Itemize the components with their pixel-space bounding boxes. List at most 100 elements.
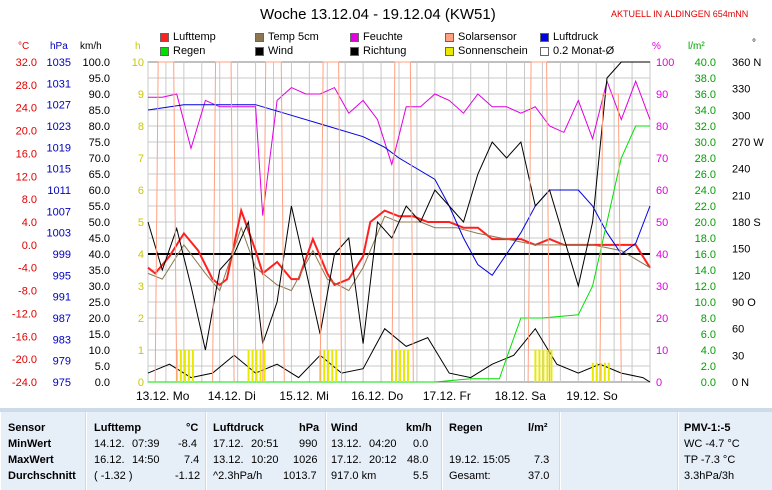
lufttemp-min-date: 14.12. [94, 438, 125, 450]
wind-tick: 65.0 [89, 169, 110, 181]
x-tick-label: 17.12. Fr [423, 389, 471, 403]
legend-swatch [350, 32, 359, 42]
sunshine-bar [323, 350, 326, 382]
temp-tick: 32.0 [16, 57, 37, 69]
wind-tick: 35.0 [89, 265, 110, 277]
regen-unit: l/m² [528, 422, 548, 434]
sunshine-bar [395, 350, 397, 382]
temp-tick: -24.0 [12, 377, 37, 389]
rain-tick: 14.0 [695, 265, 716, 277]
wind-tick: 25.0 [89, 297, 110, 309]
sun-tick: 10 [132, 57, 144, 69]
sunshine-bar [263, 350, 266, 382]
wind-tick: 5.0 [95, 361, 110, 373]
lufttemp-min-val: -8.4 [178, 438, 197, 450]
humidity-tick: 50 [656, 217, 668, 229]
series-lufttemp [147, 206, 651, 287]
legend-solarsensor: Solarsensor [445, 31, 517, 43]
unit-kmh: km/h [80, 41, 102, 52]
sunshine-bar [538, 350, 541, 382]
humidity-tick: 90 [656, 89, 668, 101]
sensor-row-max: MaxWert [8, 454, 54, 466]
rain-tick: 34.0 [695, 105, 716, 117]
wind-col [326, 412, 441, 490]
rain-tick: 26.0 [695, 169, 716, 181]
pressure-tick: 1003 [47, 228, 71, 240]
rain-tick: 18.0 [695, 233, 716, 245]
sensor-row-avg: Durchschnitt [8, 470, 76, 482]
sunshine-bar [187, 350, 190, 382]
direction-tick: 30 [732, 350, 744, 362]
direction-tick: 90 O [732, 297, 756, 309]
direction-tick: 60 [732, 324, 744, 336]
sun-tick: 4 [138, 249, 144, 261]
legend-swatch [160, 46, 169, 56]
x-tick-label: 15.12. Mi [279, 389, 328, 403]
wind-max-val: 48.0 [407, 454, 429, 466]
pressure-tick: 975 [53, 377, 71, 389]
luftdruck-trend: ^2.3hPa/h [213, 470, 263, 482]
rain-tick: 10.0 [695, 297, 716, 309]
solar-pulse [319, 61, 343, 383]
solar-pulse [599, 93, 622, 383]
pressure-tick: 1015 [47, 164, 71, 176]
sunshine-bar [327, 350, 330, 382]
temp-tick: 28.0 [16, 80, 37, 92]
pressure-tick: 1027 [47, 100, 71, 112]
chart-title: Woche 13.12.04 - 19.12.04 (KW51) [260, 6, 496, 23]
rain-tick: 24.0 [695, 185, 716, 197]
wind-max-date: 17.12. [331, 454, 362, 466]
legend-temp5cm: Temp 5cm [255, 31, 319, 43]
legend-swatch [255, 32, 264, 42]
pressure-tick: 1035 [47, 57, 71, 69]
sunshine-bar [191, 350, 194, 382]
humidity-tick: 20 [656, 313, 668, 325]
sunshine-bar [183, 350, 186, 382]
sun-tick: 8 [138, 121, 144, 133]
wind-tick: 50.0 [89, 217, 110, 229]
temp-tick: -8.0 [18, 286, 37, 298]
weather-chart: 32.028.024.020.016.012.08.04.00.0-4.0-8.… [12, 57, 764, 403]
unit-percent: % [652, 41, 661, 52]
legend-sonnenschein: Sonnenschein [445, 45, 528, 57]
humidity-tick: 70 [656, 153, 668, 165]
direction-tick: 180 S [732, 217, 761, 229]
wind-header: Wind [331, 422, 358, 434]
temp-tick: 24.0 [16, 103, 37, 115]
luftdruck-col [206, 412, 325, 490]
series-luftdruck [147, 104, 651, 277]
temp-tick: 8.0 [22, 194, 37, 206]
sun-tick: 5 [138, 217, 144, 229]
sun-tick: 0 [138, 377, 144, 389]
lufttemp-header: Lufttemp [94, 422, 142, 434]
rain-tick: 36.0 [695, 89, 716, 101]
sunshine-bar [251, 350, 254, 382]
direction-tick: 210 [732, 190, 750, 202]
regen-total-val: 37.0 [528, 470, 550, 482]
rain-tick: 4.0 [701, 345, 716, 357]
direction-tick: 360 N [732, 57, 761, 69]
legend-swatch [445, 32, 454, 42]
wind-tick: 95.0 [89, 73, 110, 85]
series-wind [147, 61, 650, 351]
wind-tick: 75.0 [89, 137, 110, 149]
rain-tick: 32.0 [695, 121, 716, 133]
sensor-header: Sensor [8, 422, 46, 434]
legend-monat-avg: 0.2 Monat-Ø [540, 45, 614, 57]
direction-tick: 120 [732, 270, 750, 282]
pressure-tick: 979 [53, 356, 71, 368]
sunshine-bar [255, 350, 258, 382]
wind-max-time: 20:12 [369, 454, 397, 466]
direction-tick: 270 W [732, 137, 764, 149]
temp-tick: -4.0 [18, 263, 37, 275]
sunshine-bar [259, 350, 262, 382]
pressure-tick: 1023 [47, 121, 71, 133]
pmv-header: PMV-1:-5 [684, 422, 731, 434]
solar-pulse [527, 61, 551, 383]
wind-tick: 15.0 [89, 329, 110, 341]
unit-lm2: l/m² [688, 41, 705, 52]
wind-tick: 90.0 [89, 89, 110, 101]
sun-tick: 3 [138, 281, 144, 293]
sun-tick: 9 [138, 89, 144, 101]
pmv-col [678, 412, 772, 490]
